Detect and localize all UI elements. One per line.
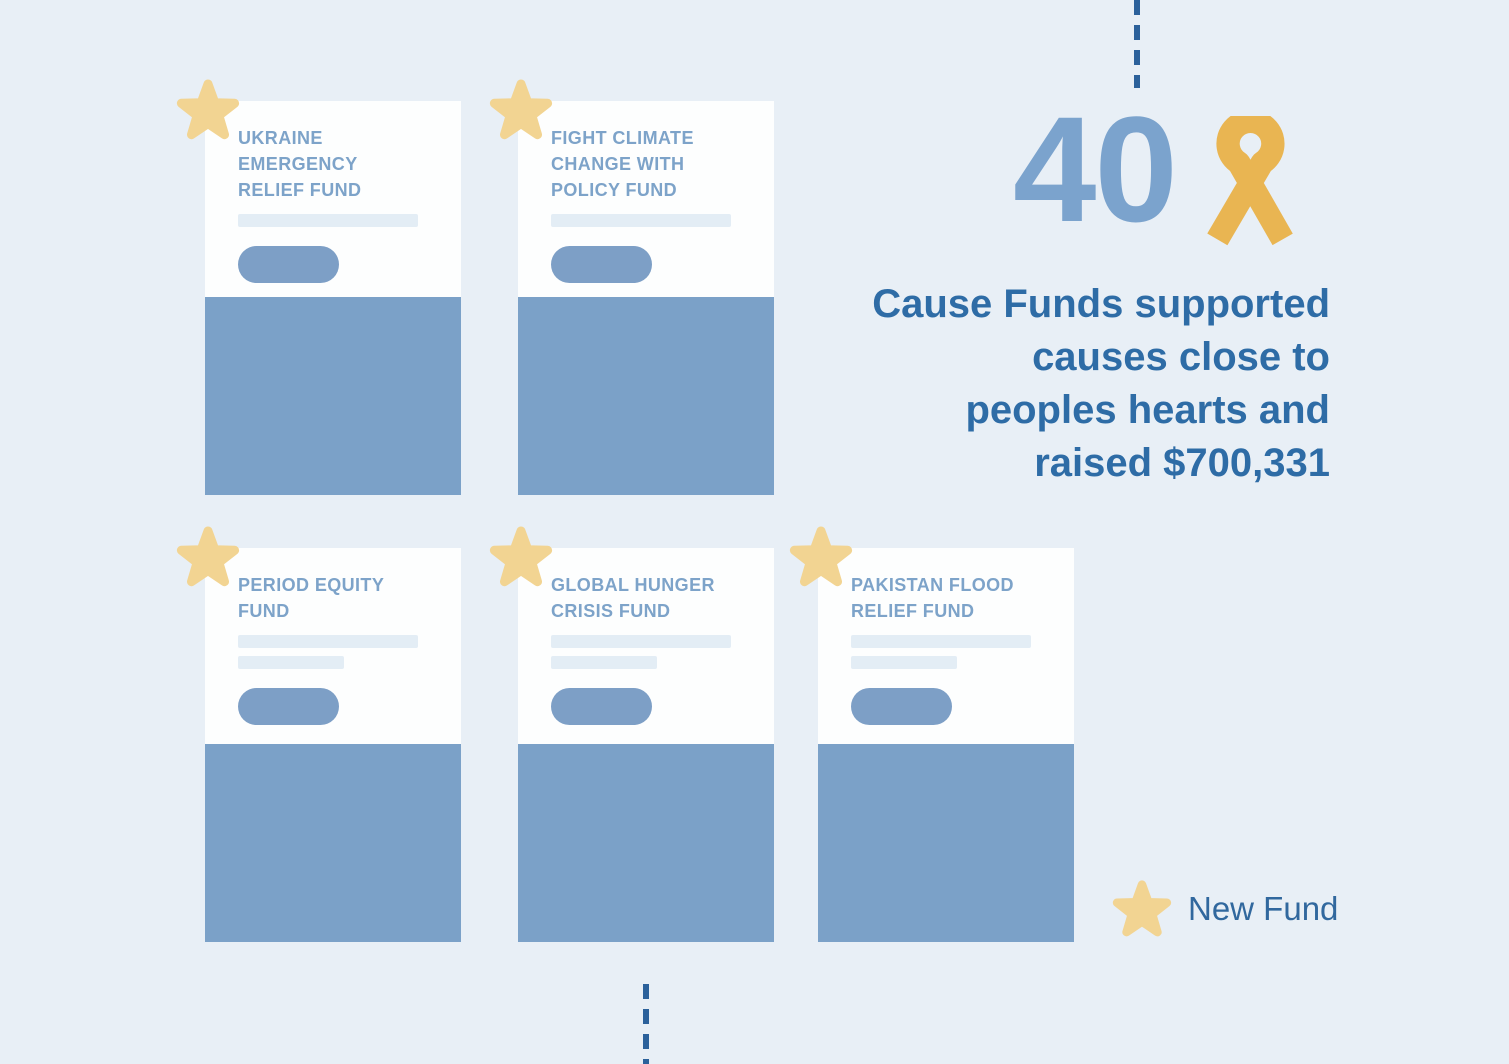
new-fund-star-icon — [489, 79, 553, 140]
fund-card-button-placeholder — [551, 688, 652, 725]
skeleton-line — [238, 656, 344, 669]
fund-card-title: UKRAINE EMERGENCY RELIEF FUND — [238, 128, 362, 200]
fund-card-button-placeholder — [238, 688, 339, 725]
skeleton-line — [851, 635, 1031, 648]
fund-card-image-placeholder — [518, 744, 774, 942]
dashed-line-bottom — [643, 984, 649, 1064]
fund-card-ukraine: UKRAINE EMERGENCY RELIEF FUND — [176, 79, 461, 495]
new-fund-star-icon — [176, 79, 240, 140]
skeleton-line — [551, 214, 731, 227]
fund-card-image-placeholder — [518, 297, 774, 495]
stat-description-line: Cause Funds supported — [872, 282, 1330, 326]
fund-card-title: PERIOD EQUITY FUND — [238, 575, 384, 621]
fund-card-button-placeholder — [851, 688, 952, 725]
legend-label: New Fund — [1188, 890, 1339, 927]
fund-card-image-placeholder — [205, 297, 461, 495]
new-fund-legend: New Fund — [1112, 879, 1338, 939]
new-fund-star-icon — [789, 526, 853, 587]
fund-card-image-placeholder — [818, 744, 1074, 942]
dashed-line-top — [1134, 0, 1140, 88]
stat-description-line: causes close to — [1032, 335, 1330, 379]
stat-description: Cause Funds supported causes close to pe… — [872, 278, 1330, 490]
skeleton-line — [551, 656, 657, 669]
skeleton-line — [551, 635, 731, 648]
stat-number: 40 — [1013, 85, 1178, 253]
stat-description-line: peoples hearts and — [965, 388, 1330, 432]
skeleton-line — [851, 656, 957, 669]
new-fund-star-icon — [489, 526, 553, 587]
fund-card-title: FIGHT CLIMATE CHANGE WITH POLICY FUND — [551, 128, 694, 200]
fund-card-title: GLOBAL HUNGER CRISIS FUND — [551, 575, 715, 621]
skeleton-line — [238, 214, 418, 227]
fund-card-pakistan-flood: PAKISTAN FLOOD RELIEF FUND — [789, 526, 1074, 942]
stat-description-line: raised $700,331 — [1034, 441, 1330, 485]
fund-card-image-placeholder — [205, 744, 461, 942]
new-fund-star-icon — [1112, 880, 1172, 937]
awareness-ribbon-icon — [1207, 116, 1293, 246]
new-fund-star-icon — [176, 526, 240, 587]
fund-card-title: PAKISTAN FLOOD RELIEF FUND — [851, 575, 1014, 621]
stat-block: 40 — [1013, 85, 1306, 253]
fund-card-period-equity: PERIOD EQUITY FUND — [176, 526, 461, 942]
fund-card-button-placeholder — [551, 246, 652, 283]
fund-card-climate: FIGHT CLIMATE CHANGE WITH POLICY FUND — [489, 79, 774, 495]
skeleton-line — [238, 635, 418, 648]
fund-card-global-hunger: GLOBAL HUNGER CRISIS FUND — [489, 526, 774, 942]
fund-card-button-placeholder — [238, 246, 339, 283]
